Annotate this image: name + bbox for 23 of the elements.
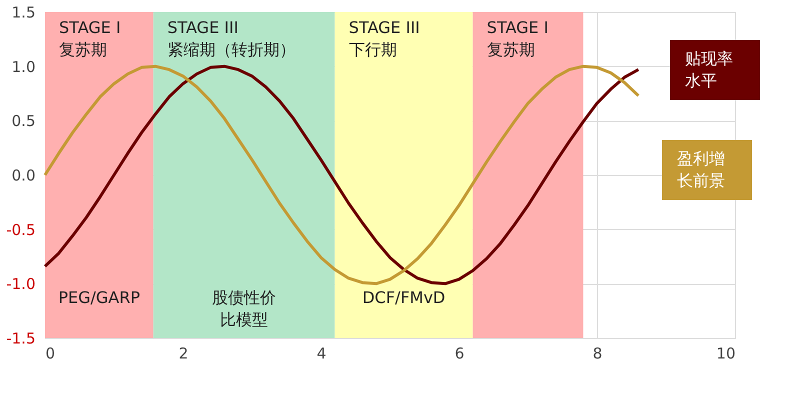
annotation: DCF/FMvD: [362, 288, 446, 307]
y-tick-label: 0.5: [12, 112, 36, 130]
x-tick-label: 4: [316, 344, 326, 362]
band-label: STAGE III 紧缩期（转折期）: [167, 18, 296, 59]
x-tick-label: 2: [178, 344, 188, 362]
line-series: [44, 64, 640, 286]
band-label: STAGE III 下行期: [348, 18, 420, 59]
y-tick-label: 1.5: [12, 4, 36, 22]
x-tick-label: 8: [592, 344, 602, 362]
text: 贴现率水平: [685, 49, 733, 90]
x-tick-label: 10: [716, 344, 736, 362]
band-label: STAGE I 复苏期: [59, 18, 121, 59]
text: 盈利增长前景: [677, 149, 725, 190]
x-tick-label: 6: [454, 344, 464, 362]
x-tick-label: 0: [46, 344, 56, 362]
y-tick-label: 0.0: [12, 166, 36, 184]
band-label: STAGE I 复苏期: [486, 18, 548, 59]
y-tick-label: -1.0: [6, 275, 36, 294]
y-tick-label: 1.0: [12, 58, 36, 76]
annotation: 股债性价比模型: [212, 288, 276, 329]
y-tick-label: -0.5: [6, 220, 36, 239]
y-tick-label: -1.5: [6, 330, 36, 348]
annotation: PEG/GARP: [58, 288, 140, 307]
